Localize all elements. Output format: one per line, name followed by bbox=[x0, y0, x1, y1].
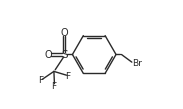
Text: O: O bbox=[61, 28, 69, 38]
Text: Br: Br bbox=[132, 59, 142, 68]
Text: F: F bbox=[66, 72, 71, 81]
Text: O: O bbox=[45, 49, 52, 60]
Text: S: S bbox=[61, 49, 68, 60]
Text: F: F bbox=[51, 82, 57, 91]
Text: F: F bbox=[38, 76, 43, 85]
